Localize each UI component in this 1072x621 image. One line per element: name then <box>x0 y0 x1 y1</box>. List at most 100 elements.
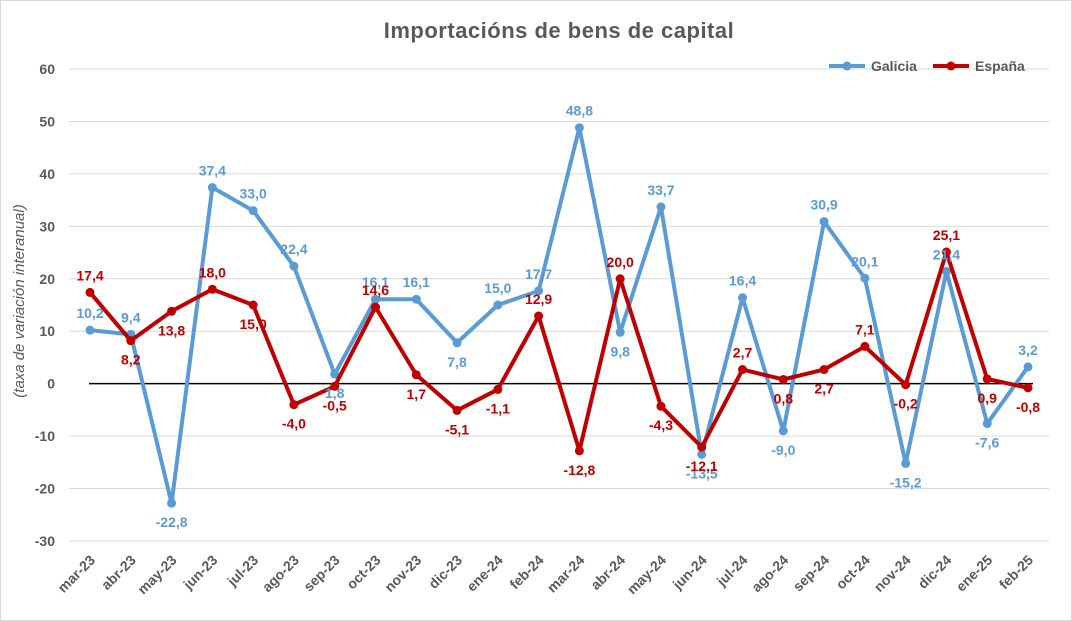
series-galicia <box>85 123 1033 508</box>
data-point <box>574 446 584 456</box>
data-label: -4,0 <box>282 416 306 432</box>
data-labels-layer: 10,2 9,4 -22,8 37,4 33,0 22,4 1,8 16,1 16,1 7,8 15… <box>76 103 1040 531</box>
data-point <box>697 449 707 459</box>
data-point <box>167 306 177 316</box>
data-label: 37,4 <box>199 163 226 179</box>
data-point <box>85 287 95 297</box>
y-tick-label: 20 <box>39 271 55 287</box>
data-label: 21,4 <box>933 246 960 262</box>
data-point <box>819 365 829 375</box>
data-point <box>778 374 788 384</box>
y-tick-label: 0 <box>47 376 55 392</box>
data-label: 0,8 <box>774 390 794 406</box>
legend-swatch-marker <box>946 61 956 71</box>
data-point <box>126 336 136 346</box>
data-label: 2,7 <box>733 345 753 361</box>
data-label: 17,7 <box>525 266 552 282</box>
data-label: 7,1 <box>855 321 875 337</box>
data-point <box>1023 383 1033 393</box>
data-point <box>330 369 340 379</box>
data-point <box>1023 362 1033 372</box>
y-tick-label: -30 <box>35 533 55 549</box>
data-label: 7,8 <box>447 354 467 370</box>
y-tick-label: -20 <box>35 481 55 497</box>
data-point <box>860 341 870 351</box>
x-tick-label: abr-23 <box>98 552 139 593</box>
data-label: 17,4 <box>76 267 103 283</box>
legend-item-españa: España <box>933 58 1025 74</box>
legend: Galicia España <box>829 58 1025 74</box>
chart-title: Importacións de bens de capital <box>384 18 734 43</box>
x-tick-label: dic-24 <box>915 552 955 592</box>
data-label: -7,6 <box>975 435 999 451</box>
data-label: 1,8 <box>325 385 345 401</box>
data-label: 15,0 <box>484 280 511 296</box>
gridlines <box>69 68 1049 542</box>
data-point <box>493 384 503 394</box>
data-label: -0,8 <box>1016 399 1040 415</box>
x-tick-label: may-23 <box>134 552 180 598</box>
data-label: 12,9 <box>525 291 552 307</box>
y-tick-label: 30 <box>39 218 55 234</box>
data-point <box>289 400 299 410</box>
series-line <box>89 125 1030 506</box>
data-label: -15,2 <box>890 474 922 490</box>
data-point <box>370 294 380 304</box>
data-point <box>901 458 911 468</box>
x-tick-label: jul-23 <box>223 552 261 590</box>
data-point <box>330 381 340 391</box>
data-label: 16,1 <box>362 274 389 290</box>
x-tick-label: abr-24 <box>587 552 628 593</box>
data-label: -13,5 <box>686 465 718 481</box>
x-tick-label: ene-24 <box>463 552 506 595</box>
data-point <box>370 302 380 312</box>
legend-swatch-marker <box>842 61 852 71</box>
data-label: 18,0 <box>199 264 226 280</box>
x-tick-label: dic-23 <box>425 552 465 592</box>
legend-label: España <box>975 58 1025 74</box>
x-tick-label: mar-24 <box>544 552 588 596</box>
y-tick-label: 60 <box>39 61 55 77</box>
data-point <box>778 426 788 436</box>
data-label: 30,9 <box>810 197 837 213</box>
data-point <box>452 338 462 348</box>
data-label: 48,8 <box>566 103 593 119</box>
data-label: 14,6 <box>362 282 389 298</box>
x-tick-label: jun-24 <box>669 552 710 593</box>
data-label: 33,7 <box>647 182 674 198</box>
data-point <box>615 327 625 337</box>
data-point <box>656 202 666 212</box>
data-label: 22,4 <box>280 241 307 257</box>
data-label: 9,4 <box>121 309 141 325</box>
x-tick-label: nov-24 <box>871 552 914 595</box>
data-point <box>534 311 544 321</box>
x-tick-label: oct-24 <box>833 552 874 593</box>
data-point <box>697 442 707 452</box>
data-point <box>85 325 95 335</box>
data-label: 1,7 <box>407 386 427 402</box>
data-point <box>656 401 666 411</box>
y-tick-label: 50 <box>39 113 55 129</box>
data-label: 0,9 <box>977 390 997 406</box>
data-point <box>901 380 911 390</box>
data-label: 15,0 <box>240 316 267 332</box>
x-tick-label: mar-23 <box>54 552 98 596</box>
series-line <box>88 250 1029 453</box>
data-point <box>289 261 299 271</box>
data-point <box>615 274 625 284</box>
data-point <box>574 123 584 133</box>
data-label: 20,1 <box>851 253 878 269</box>
data-label: 20,0 <box>607 254 634 270</box>
x-tick-label: jul-24 <box>713 552 751 590</box>
data-label: 13,8 <box>158 322 185 338</box>
x-tick-label: may-24 <box>624 552 670 598</box>
data-point <box>493 300 503 310</box>
x-tick-label: sep-24 <box>790 552 833 595</box>
y-axis-label: (taxa de variación interanual) <box>11 204 28 397</box>
data-point <box>819 217 829 227</box>
data-label: -12,1 <box>686 458 718 474</box>
data-label: 16,4 <box>729 273 756 289</box>
